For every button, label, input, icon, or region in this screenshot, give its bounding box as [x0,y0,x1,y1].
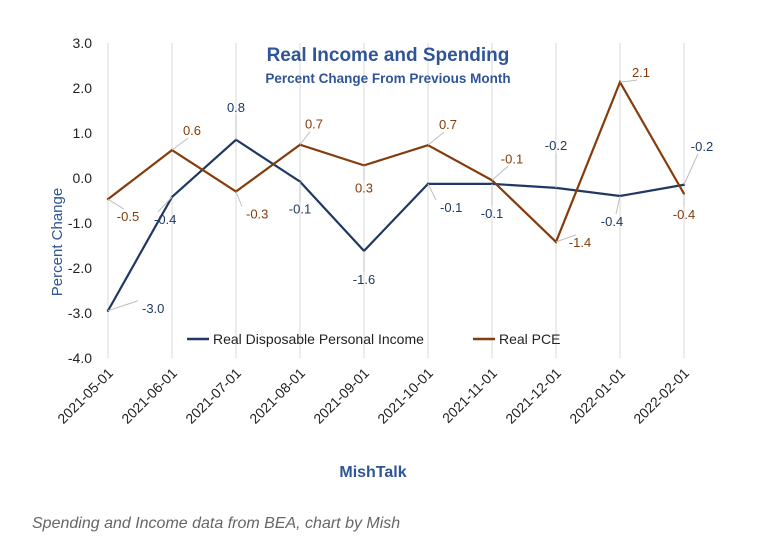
label-leader-line [683,153,699,185]
y-tick-label: -3.0 [68,305,92,321]
label-leader-line [299,131,311,146]
caption: Spending and Income data from BEA, chart… [32,515,401,532]
data-label: -0.2 [545,138,567,153]
x-tick-label: 2021-11-01 [439,365,500,426]
legend: Real Disposable Personal Income Real PCE [187,331,560,347]
label-leader-line [235,191,243,207]
data-label: 0.7 [305,117,323,132]
data-label: -0.4 [154,212,176,227]
x-tick-label: 2022-02-01 [630,365,692,427]
y-tick-label: -2.0 [68,260,92,276]
y-tick-label: -4.0 [68,350,92,366]
legend-label: Real Disposable Personal Income [213,331,424,347]
x-tick-label: 2021-05-01 [54,365,116,427]
label-leader-line [107,198,125,210]
x-tick-label: 2021-09-01 [310,365,372,427]
data-label: 0.7 [439,117,457,132]
data-label: -0.5 [117,209,139,224]
data-label: -3.0 [142,301,164,316]
chart-subtitle: Percent Change From Previous Month [265,71,510,86]
label-leader-line [555,234,577,243]
x-tick-label: 2021-06-01 [118,365,180,427]
series-lines [106,79,686,312]
x-tick-label: 2021-07-01 [182,365,244,427]
data-label: 0.3 [355,180,373,195]
data-label: -0.1 [289,202,311,217]
series-line-income [107,138,685,312]
x-tick-label: 2021-08-01 [246,365,308,427]
data-label: -1.4 [569,235,591,250]
y-tick-label: 1.0 [73,125,93,141]
data-label: -1.6 [353,272,375,287]
grid-lines [107,43,685,358]
y-tick-label: 3.0 [73,35,93,51]
data-label: 2.1 [632,65,650,80]
label-leader-line [171,137,189,151]
data-label: -0.4 [601,214,623,229]
label-leader-line [427,131,445,146]
y-tick-label: 2.0 [73,80,93,96]
series-line-pce [107,79,685,244]
x-tick-label: 2021-12-01 [502,365,564,427]
data-label: -0.1 [440,200,462,215]
legend-label: Real PCE [499,331,560,347]
data-label: 0.8 [227,100,245,115]
label-leader-line [491,165,509,181]
data-label: 0.6 [183,123,201,138]
label-leader-line [615,195,621,215]
data-labels: -3.0 -0.4 0.8 -0.1 -1.6 -0.1 -0.1 -0.2 -0.4 -0.2 -… [107,65,713,316]
data-label: -0.1 [481,206,503,221]
data-label: -0.4 [673,207,695,222]
y-tick-label: 0.0 [73,170,93,186]
data-label: -0.3 [246,207,268,222]
data-label: -0.1 [501,151,523,166]
label-leader-line [157,196,173,213]
y-tick-label: -1.0 [68,215,92,231]
y-axis-label: Percent Change [49,188,66,296]
label-leader-line [619,79,638,83]
x-axis-label: MishTalk [339,464,406,481]
x-tick-label: 2021-10-01 [374,365,436,427]
data-point [618,80,622,84]
x-tick-label: 2022-01-01 [566,365,628,427]
label-leader-line [427,183,437,201]
chart-title: Real Income and Spending [267,45,510,66]
data-label: -0.2 [691,139,713,154]
label-leader-line [107,300,139,312]
